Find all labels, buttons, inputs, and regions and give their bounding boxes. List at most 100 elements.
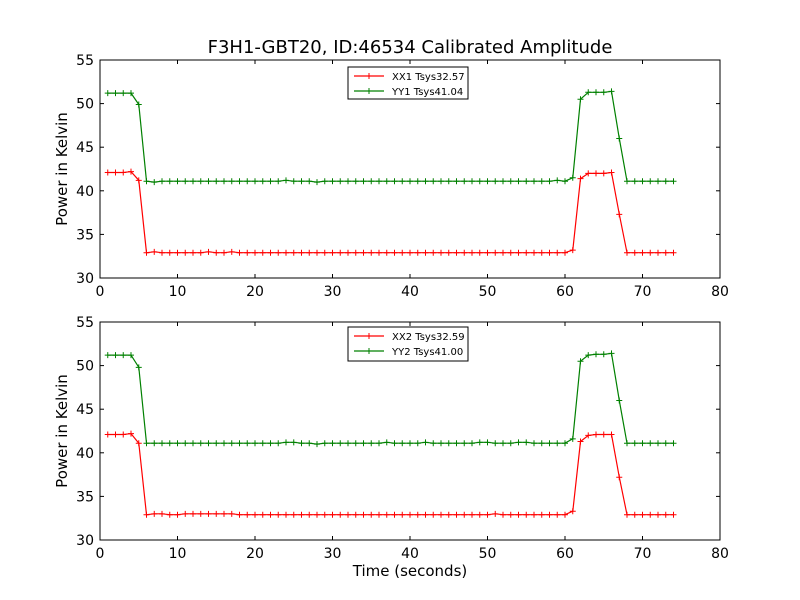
data-point-marker	[135, 177, 142, 184]
x-tick-label: 0	[96, 284, 105, 300]
data-point-marker	[461, 178, 468, 185]
data-point-marker	[383, 249, 390, 256]
data-point-marker	[476, 511, 483, 518]
data-point-marker	[143, 440, 150, 447]
data-point-marker	[128, 90, 134, 97]
data-point-marker	[438, 440, 444, 447]
data-point-marker	[523, 439, 530, 446]
data-point-marker	[345, 440, 351, 447]
data-point-marker	[197, 440, 204, 447]
data-point-marker	[616, 211, 623, 218]
data-point-marker	[306, 178, 313, 185]
data-point-marker	[500, 178, 506, 185]
data-point-marker	[166, 511, 173, 518]
data-point-marker	[267, 511, 274, 518]
data-point-marker	[205, 440, 212, 447]
data-point-marker	[414, 249, 421, 256]
data-point-marker	[383, 439, 390, 446]
series-2-1	[104, 430, 677, 518]
data-point-marker	[197, 249, 204, 256]
data-point-marker	[221, 249, 227, 256]
data-point-marker	[414, 440, 421, 447]
data-point-marker	[221, 440, 227, 447]
x-tick-label: 20	[246, 284, 264, 300]
data-point-marker	[104, 90, 111, 97]
data-point-marker	[593, 170, 599, 177]
chart-panel-2: 0 10 20 30 40 50 60 70 80 30 35 40 45 50 55 Power in Ke…	[53, 315, 729, 580]
data-point-marker	[228, 510, 235, 517]
data-point-marker	[569, 247, 576, 254]
data-point-marker	[376, 249, 382, 256]
data-point-marker	[414, 511, 421, 518]
legend-entry-label: YY1 Tsys41.04	[391, 87, 463, 98]
data-point-marker	[562, 249, 568, 256]
data-point-marker	[337, 249, 344, 256]
legend-box	[347, 66, 469, 100]
data-point-marker	[314, 441, 320, 448]
data-point-marker	[174, 440, 181, 447]
data-point-marker	[197, 178, 204, 185]
data-point-marker	[608, 431, 615, 438]
y-tick-label: 35	[76, 489, 94, 505]
data-point-marker	[345, 178, 351, 185]
data-point-marker	[531, 511, 537, 518]
data-point-marker	[422, 511, 429, 518]
series-1-1	[104, 168, 677, 256]
data-point-marker	[104, 352, 111, 359]
data-point-marker	[182, 510, 189, 517]
data-point-marker	[469, 511, 475, 518]
data-point-marker	[407, 249, 413, 256]
data-point-marker	[321, 440, 328, 447]
data-point-marker	[407, 178, 413, 185]
y-tick-label: 30	[76, 271, 94, 287]
data-point-marker	[531, 440, 537, 447]
data-point-marker	[360, 511, 367, 518]
data-point-marker	[523, 178, 530, 185]
data-point-marker	[639, 249, 646, 256]
data-point-marker	[306, 511, 313, 518]
x-tick-label: 10	[169, 546, 187, 562]
data-point-marker	[259, 249, 266, 256]
y-tick-label: 40	[76, 184, 94, 200]
data-point-marker	[329, 249, 336, 256]
data-point-marker	[531, 178, 537, 185]
data-point-marker	[507, 178, 514, 185]
data-point-marker	[182, 178, 189, 185]
data-point-marker	[422, 249, 429, 256]
data-point-marker	[244, 440, 251, 447]
data-point-marker	[624, 178, 630, 185]
data-point-marker	[352, 249, 359, 256]
data-point-marker	[531, 249, 537, 256]
y-tick-label: 45	[76, 402, 94, 418]
data-point-marker	[554, 440, 561, 447]
x-tick-label: 70	[634, 546, 652, 562]
data-point-marker	[337, 440, 344, 447]
data-point-marker	[492, 510, 499, 517]
data-point-marker	[244, 178, 251, 185]
data-point-marker	[143, 511, 150, 518]
data-point-marker	[298, 249, 305, 256]
data-point-marker	[166, 440, 173, 447]
data-point-marker	[120, 352, 127, 359]
data-point-marker	[112, 352, 119, 359]
data-point-marker	[190, 510, 196, 517]
data-point-marker	[639, 178, 646, 185]
data-point-marker	[492, 249, 499, 256]
data-point-marker	[314, 511, 320, 518]
x-tick-label: 80	[711, 546, 729, 562]
data-point-marker	[538, 178, 545, 185]
data-point-marker	[190, 249, 196, 256]
data-point-marker	[135, 101, 142, 108]
x-tick-label: 50	[479, 284, 497, 300]
data-point-marker	[407, 511, 413, 518]
data-point-marker	[585, 170, 592, 177]
data-point-marker	[228, 440, 235, 447]
data-point-marker	[453, 511, 460, 518]
data-point-marker	[585, 352, 592, 359]
data-point-marker	[422, 439, 429, 446]
data-point-marker	[290, 178, 297, 185]
data-point-marker	[112, 169, 119, 176]
data-point-marker	[259, 511, 266, 518]
data-point-marker	[562, 178, 568, 185]
